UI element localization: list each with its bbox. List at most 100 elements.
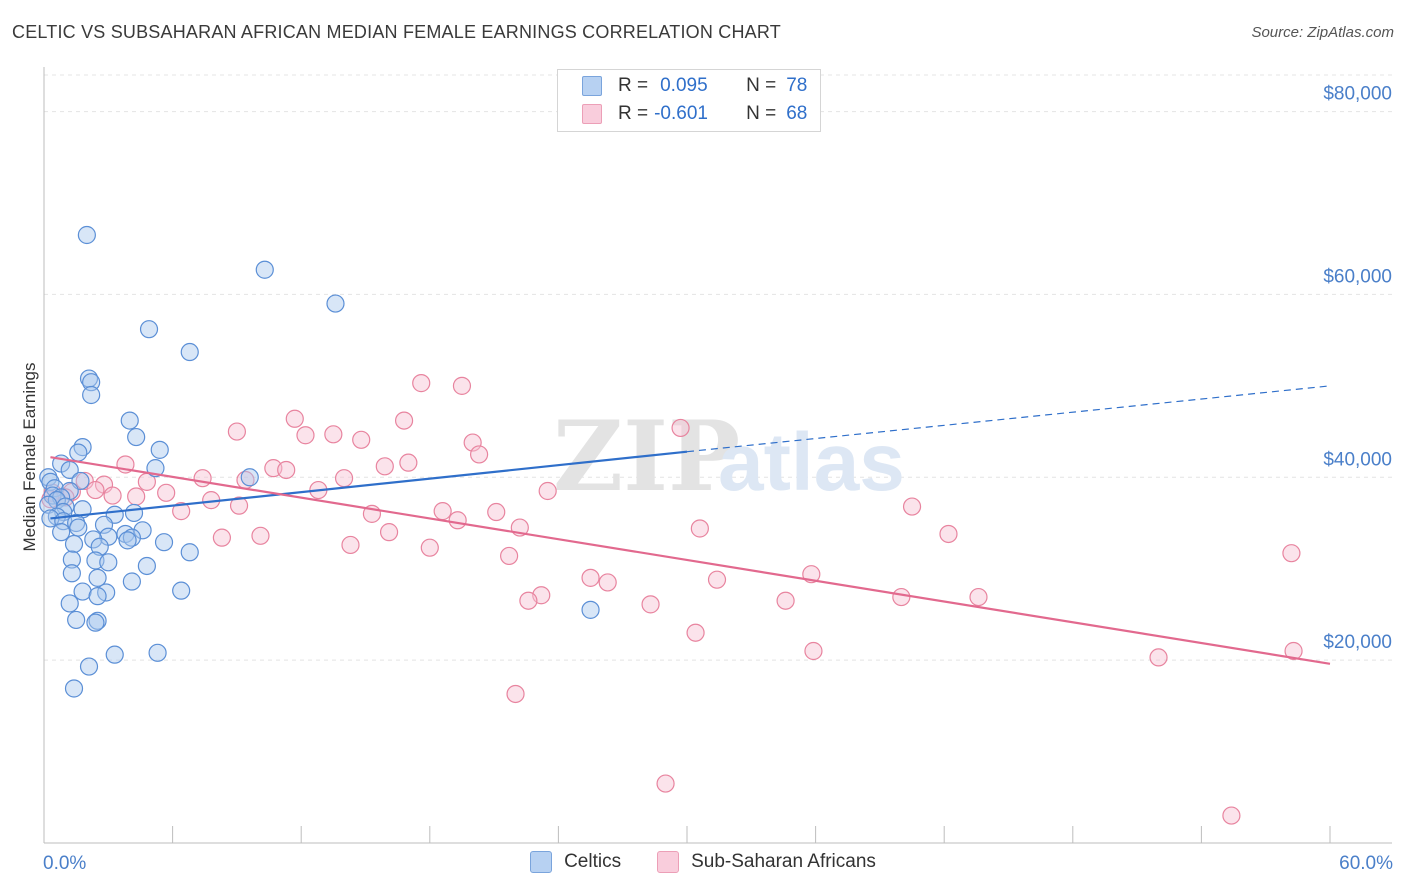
y-tick-label: $80,000 — [1323, 84, 1392, 105]
scatter-point — [375, 457, 394, 476]
scatter-point — [172, 581, 191, 600]
x-tick-max: 60.0% — [1339, 853, 1393, 874]
scatter-point — [157, 483, 176, 502]
legend-row-celtics: R = 0.095 N = 78 — [582, 73, 807, 99]
scatter-point — [127, 427, 146, 447]
scatter-point — [538, 481, 557, 501]
scatter-point — [172, 502, 191, 521]
scatter-point — [82, 373, 101, 392]
scatter-point — [105, 645, 124, 664]
scatter-point — [1149, 648, 1168, 667]
celtic-trend-line — [50, 450, 688, 520]
scatter-point — [500, 546, 519, 566]
legend-n-value: 78 — [786, 75, 808, 96]
scatter-point — [52, 523, 71, 542]
scatter-point — [86, 480, 105, 500]
scatter-point — [394, 411, 414, 430]
scatter-point — [581, 600, 600, 619]
legend-r-value: 0.095 — [660, 75, 708, 96]
series-swatch-celtics — [530, 851, 553, 873]
scatter-point — [229, 496, 249, 515]
chart-title: CELTIC VS SUBSAHARAN AFRICAN MEDIAN FEMA… — [12, 22, 781, 42]
scatter-point — [240, 468, 259, 487]
legend-r-value: -0.601 — [654, 103, 708, 124]
scatter-point — [120, 411, 139, 430]
scatter-point — [82, 385, 101, 405]
series-swatch-ssa — [657, 851, 680, 873]
scatter-point — [88, 568, 107, 587]
scatter-point — [193, 469, 212, 488]
scatter-point — [352, 430, 371, 449]
scatter-point — [1222, 806, 1241, 825]
scatter-point — [180, 543, 199, 562]
legend-n-label: N = — [746, 103, 777, 124]
legend-swatch-celtics — [582, 76, 602, 96]
scatter-point — [137, 556, 156, 576]
scatter-point — [67, 610, 86, 630]
scatter-point — [64, 679, 84, 698]
scatter-point — [902, 497, 922, 516]
legend-r-label: R = — [618, 103, 649, 124]
scatter-point — [469, 445, 489, 464]
scatter-point — [103, 486, 122, 505]
celtic-points — [39, 225, 600, 698]
scatter-point — [707, 570, 727, 589]
legend-n-label: N = — [746, 75, 777, 96]
scatter-point — [487, 502, 506, 522]
scatter-point — [255, 260, 274, 279]
scatter-point — [399, 453, 418, 472]
trend-lines — [50, 385, 1331, 665]
scatter-point — [69, 518, 88, 537]
scatter-point — [127, 487, 146, 506]
legend-swatch-ssa — [582, 104, 602, 124]
scatter-point — [122, 572, 141, 591]
scatter-point — [251, 526, 270, 545]
scatter-point — [60, 460, 79, 480]
scatter-point — [433, 502, 452, 521]
scatter-point — [84, 530, 103, 549]
stats-legend: R = 0.095 N = 78 R = -0.601 N = 68 — [557, 69, 821, 132]
scatter-point — [690, 519, 709, 538]
scatter-point — [326, 294, 345, 313]
scatter-point — [90, 537, 109, 556]
series-label-ssa: Sub-Saharan Africans — [691, 851, 876, 872]
y-tick-label: $40,000 — [1323, 449, 1392, 470]
scatter-point — [892, 587, 911, 607]
scatter-point — [180, 342, 199, 362]
scatter-point — [62, 550, 81, 569]
scatter-point — [124, 503, 144, 523]
scatter-point — [804, 641, 823, 661]
y-tick-labels: $20,000 $40,000 $60,000 $80,000 — [1323, 84, 1392, 654]
scatter-point — [227, 422, 246, 441]
scatter-point — [150, 440, 169, 459]
scatter-point — [969, 587, 988, 607]
scatter-point — [1284, 641, 1303, 661]
scatter-point — [88, 587, 107, 606]
scatter-point — [99, 553, 118, 572]
scatter-point — [154, 533, 174, 552]
scatter-point — [324, 425, 343, 444]
scatter-point — [581, 568, 600, 587]
series-legend-celtics[interactable]: Celtics — [530, 851, 621, 873]
legend-n-value: 68 — [786, 103, 808, 124]
scatter-point — [73, 582, 92, 601]
scatter-point — [334, 469, 354, 488]
scatter-point — [296, 426, 315, 445]
scatter-point — [77, 225, 96, 245]
scatter-point — [79, 657, 99, 676]
scatter-point — [420, 538, 439, 557]
scatter-point — [277, 460, 296, 480]
scatter-point — [62, 564, 81, 583]
series-legend-ssa[interactable]: Sub-Saharan Africans — [657, 851, 876, 873]
scatter-point — [86, 613, 105, 632]
series-legend: Celtics Sub-Saharan Africans — [0, 851, 1406, 873]
legend-r-label: R = — [618, 75, 649, 96]
scatter-point — [412, 374, 431, 393]
legend-row-ssa: R = -0.601 N = 68 — [582, 101, 807, 127]
source-label: Source: ZipAtlas.com — [1251, 24, 1394, 41]
scatter-point — [598, 573, 617, 592]
watermark: ZIP atlas — [553, 400, 905, 513]
scatter-point — [671, 418, 690, 438]
scatter-point — [939, 524, 958, 544]
